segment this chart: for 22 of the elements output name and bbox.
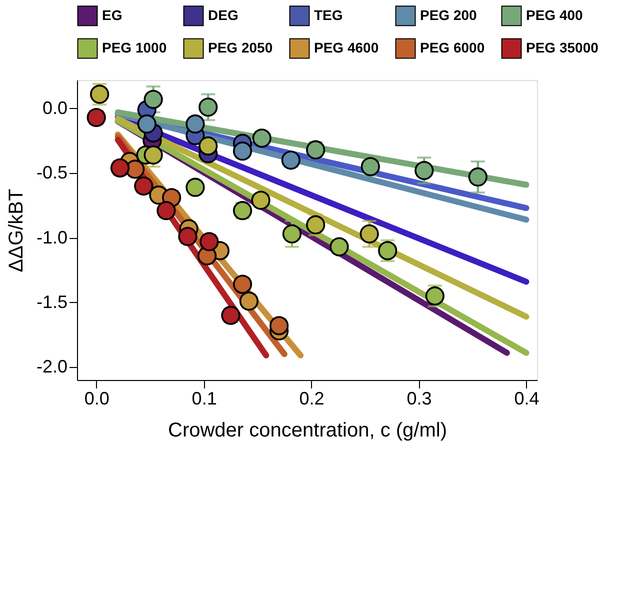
x-tick-label: 0.4 [514, 388, 540, 408]
legend-label: PEG 2050 [208, 40, 273, 56]
y-tick-label: -1.0 [36, 227, 68, 248]
legend-label: DEG [208, 6, 238, 23]
legend-label: PEG 400 [526, 6, 584, 23]
y-tick-label: -0.5 [36, 162, 68, 183]
legend-label: PEG 200 [420, 6, 478, 23]
legend-label: TEG [314, 6, 343, 23]
legend-label: PEG 6000 [420, 40, 485, 56]
y-tick-label: -2.0 [36, 356, 68, 377]
y-tick-label: 0.0 [42, 98, 68, 118]
legend-label: PEG 4600 [314, 40, 379, 56]
x-tick-label: 0.3 [406, 388, 432, 408]
legend-label: EG [102, 6, 122, 23]
x-tick-label: 0.2 [299, 388, 324, 408]
legend-label: PEG 35000 [526, 40, 599, 56]
y-axis-title: ΔΔG/kBT [5, 188, 28, 272]
legend-label: PEG 1000 [102, 40, 167, 56]
x-tick-label: 0.1 [192, 388, 217, 408]
y-tick-label: -1.5 [36, 292, 68, 312]
x-axis-title: Crowder concentration, c (g/ml) [168, 420, 447, 442]
x-tick-label: 0.0 [84, 388, 110, 408]
